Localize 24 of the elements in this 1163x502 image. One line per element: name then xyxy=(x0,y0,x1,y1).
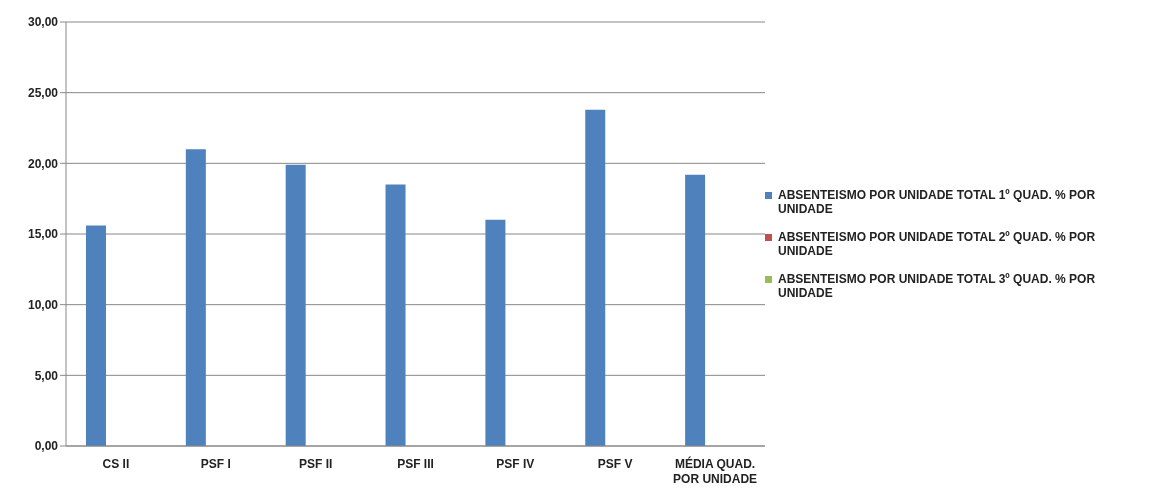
x-tick-label: MÉDIA QUAD. POR UNIDADE xyxy=(673,456,758,486)
x-tick-label: CS II xyxy=(102,457,130,471)
y-tick-label: 0,00 xyxy=(34,439,59,454)
bar xyxy=(485,219,506,446)
x-tick-label: PSF IV xyxy=(496,457,535,471)
y-tick-label: 30,00 xyxy=(27,15,59,30)
x-tick-label: PSF II xyxy=(298,457,333,471)
bar xyxy=(385,184,406,446)
x-tick-label: PSF V xyxy=(597,457,633,471)
legend-label: ABSENTEISMO POR UNIDADE TOTAL 3º QUAD. % POR UNIDADE xyxy=(778,272,1097,300)
bar xyxy=(685,174,706,446)
legend-label: ABSENTEISMO POR UNIDADE TOTAL 2º QUAD. % POR UNIDADE xyxy=(778,230,1097,258)
y-tick-label: 10,00 xyxy=(27,297,59,312)
y-tick-label: 15,00 xyxy=(27,227,59,242)
y-tick-label: 5,00 xyxy=(34,368,59,383)
bar xyxy=(285,164,306,446)
y-tick-label: 25,00 xyxy=(27,85,59,100)
bar xyxy=(185,149,206,446)
bar xyxy=(85,225,106,446)
x-tick-label: PSF III xyxy=(397,457,434,471)
x-tick-label: PSF I xyxy=(200,457,231,471)
legend-label: ABSENTEISMO POR UNIDADE TOTAL 1º QUAD. % POR UNIDADE xyxy=(778,188,1097,216)
bar xyxy=(585,109,606,446)
y-tick-label: 20,00 xyxy=(27,156,59,171)
